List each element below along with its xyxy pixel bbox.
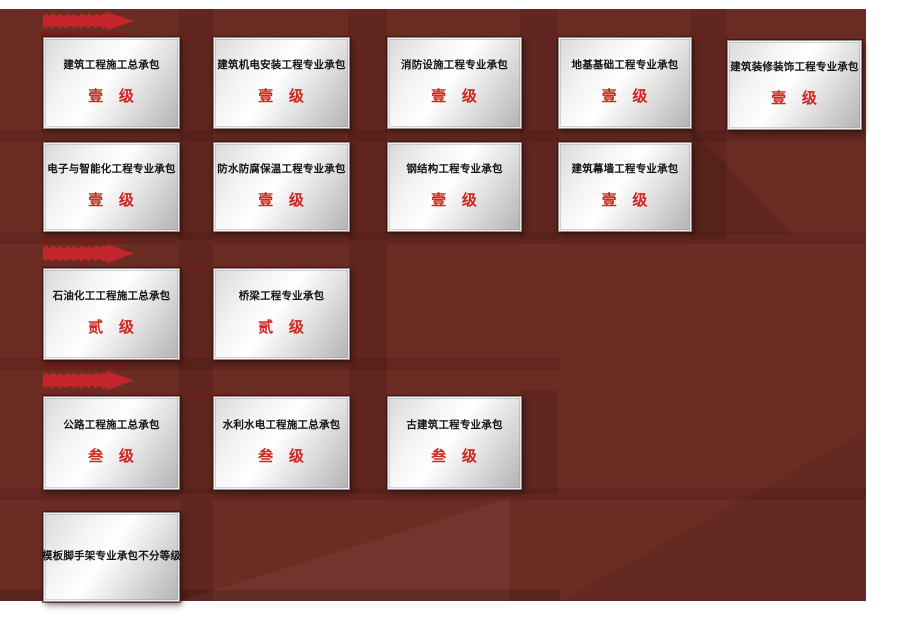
card-title: 古建筑工程专业承包 — [406, 419, 503, 431]
red-arrow-icon — [43, 12, 134, 30]
card-grade-level: 壹 级 — [431, 193, 478, 210]
card-title: 建筑幕墙工程专业承包 — [571, 163, 679, 175]
qualification-card: 建筑幕墙工程专业承包 壹 级 — [558, 142, 692, 232]
card-grade-level: 贰 级 — [88, 320, 135, 337]
card-grade-level: 叁 级 — [88, 449, 135, 466]
card-title: 防水防腐保温工程专业承包 — [217, 163, 346, 175]
card-title: 建筑工程施工总承包 — [63, 59, 160, 71]
card-grade-level: 壹 级 — [771, 91, 818, 108]
background-seam — [178, 244, 213, 494]
background-seam — [0, 232, 866, 244]
background-seam — [350, 244, 387, 494]
card-title: 地基基础工程专业承包 — [571, 59, 679, 71]
card-grade-level: 壹 级 — [258, 193, 305, 210]
qualification-card: 地基基础工程专业承包 壹 级 — [558, 37, 692, 129]
card-title: 模板脚手架专业承包不分等级 — [41, 550, 182, 562]
qualification-card: 建筑工程施工总承包 壹 级 — [43, 37, 180, 129]
red-arrow-brush-band — [41, 264, 341, 271]
red-arrow-brush-band — [41, 31, 127, 38]
card-title: 石油化工工程施工总承包 — [52, 290, 171, 302]
card-grade-level: 贰 级 — [258, 320, 305, 337]
card-grade-level: 壹 级 — [258, 89, 305, 106]
background-seam — [0, 358, 560, 370]
card-title: 建筑装修装饰工程专业承包 — [730, 61, 859, 73]
background-seam — [348, 9, 387, 240]
red-arrow-icon — [43, 371, 134, 390]
background-seam — [178, 9, 213, 240]
background-seam — [690, 9, 727, 240]
qualification-card: 桥梁工程专业承包 贰 级 — [213, 268, 350, 360]
card-grade-level: 壹 级 — [431, 89, 478, 106]
qualification-card: 防水防腐保温工程专业承包 壹 级 — [213, 142, 350, 232]
card-title: 建筑机电安装工程专业承包 — [217, 59, 346, 71]
background-seam — [0, 130, 866, 142]
card-title: 公路工程施工总承包 — [63, 419, 160, 431]
qualification-card: 古建筑工程专业承包 叁 级 — [387, 396, 522, 490]
qualification-card: 建筑机电安装工程专业承包 壹 级 — [213, 37, 350, 129]
card-grade-level: 叁 级 — [258, 449, 305, 466]
background-seam — [180, 500, 213, 601]
card-grade-level: 壹 级 — [88, 193, 135, 210]
qualification-card: 模板脚手架专业承包不分等级 — [41, 512, 182, 602]
background-seam — [0, 488, 866, 500]
card-title: 消防设施工程专业承包 — [401, 59, 508, 71]
background-seam — [520, 9, 558, 240]
qualification-card: 公路工程施工总承包 叁 级 — [43, 396, 180, 490]
background-seam — [520, 390, 558, 494]
qualification-card: 石油化工工程施工总承包 贰 级 — [43, 268, 180, 360]
background-seam — [0, 590, 560, 601]
red-arrow-brush-band — [41, 391, 341, 398]
qualification-card: 建筑装修装饰工程专业承包 壹 级 — [727, 40, 862, 130]
red-arrow-brush-band — [41, 363, 127, 370]
card-grade-level: 壹 级 — [601, 89, 649, 106]
card-grade-level: 壹 级 — [88, 89, 135, 106]
red-arrow-brush-band — [41, 236, 127, 243]
qualification-card: 钢结构工程专业承包 壹 级 — [387, 142, 522, 232]
card-title: 钢结构工程专业承包 — [406, 163, 503, 175]
card-title: 电子与智能化工程专业承包 — [47, 163, 176, 175]
qualification-card: 水利水电工程施工总承包 叁 级 — [213, 396, 350, 490]
card-grade-level: 叁 级 — [431, 449, 478, 466]
card-grade-level: 壹 级 — [601, 193, 649, 210]
qualification-card: 消防设施工程专业承包 壹 级 — [387, 37, 522, 129]
qualification-card: 电子与智能化工程专业承包 壹 级 — [43, 142, 180, 232]
card-title: 桥梁工程专业承包 — [238, 290, 325, 302]
red-arrow-icon — [43, 244, 134, 263]
card-title: 水利水电工程施工总承包 — [222, 419, 341, 431]
